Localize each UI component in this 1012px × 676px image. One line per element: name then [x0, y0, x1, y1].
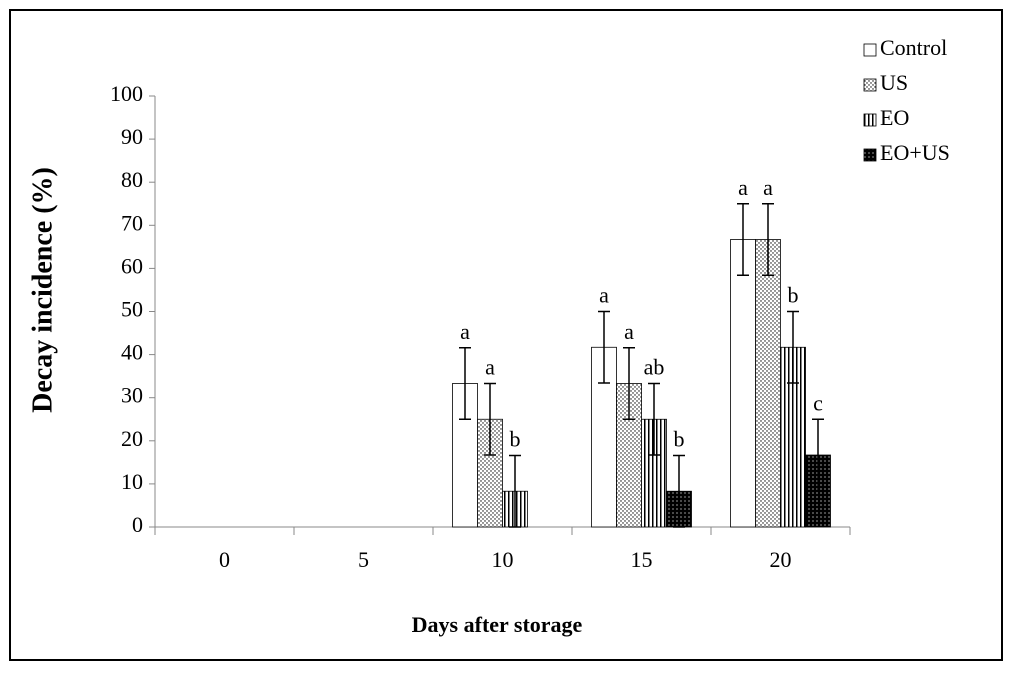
y-tick-label: 50 — [121, 297, 143, 322]
y-axis-label: Decay incidence (%) — [27, 167, 58, 413]
y-tick-label: 90 — [121, 124, 143, 149]
x-tick-label: 15 — [631, 547, 653, 572]
significance-letter: a — [738, 175, 748, 200]
significance-letter: b — [674, 427, 685, 452]
y-tick-label: 30 — [121, 383, 143, 408]
legend-swatch — [864, 79, 876, 91]
legend-label: EO+US — [880, 140, 950, 165]
x-tick-label: 20 — [770, 547, 792, 572]
bar — [756, 240, 781, 527]
significance-letter: c — [813, 390, 823, 415]
legend-label: EO — [880, 105, 909, 130]
x-tick-label: 5 — [358, 547, 369, 572]
chart: Decay incidence (%) Days after storage 0… — [0, 0, 1012, 671]
significance-letter: a — [599, 283, 609, 308]
significance-letter: a — [485, 355, 495, 380]
y-tick-label: 80 — [121, 167, 143, 192]
y-tick-label: 100 — [110, 81, 143, 106]
legend-swatch — [864, 149, 876, 161]
significance-letter: b — [788, 283, 799, 308]
y-tick-label: 0 — [132, 512, 143, 537]
legend-label: US — [880, 70, 908, 95]
y-tick-label: 20 — [121, 426, 143, 451]
significance-letter: a — [460, 319, 470, 344]
y-tick-label: 70 — [121, 210, 143, 235]
significance-letter: b — [510, 427, 521, 452]
y-tick-label: 60 — [121, 253, 143, 278]
legend-label: Control — [880, 35, 947, 60]
y-tick-label: 40 — [121, 340, 143, 365]
significance-letter: ab — [644, 355, 665, 380]
y-tick-label: 10 — [121, 469, 143, 494]
bar — [731, 240, 756, 527]
significance-letter: a — [763, 175, 773, 200]
x-axis-label: Days after storage — [412, 612, 583, 637]
x-tick-label: 10 — [492, 547, 514, 572]
legend-swatch — [864, 114, 876, 126]
significance-letter: a — [624, 319, 634, 344]
legend-swatch — [864, 44, 876, 56]
x-tick-label: 0 — [219, 547, 230, 572]
